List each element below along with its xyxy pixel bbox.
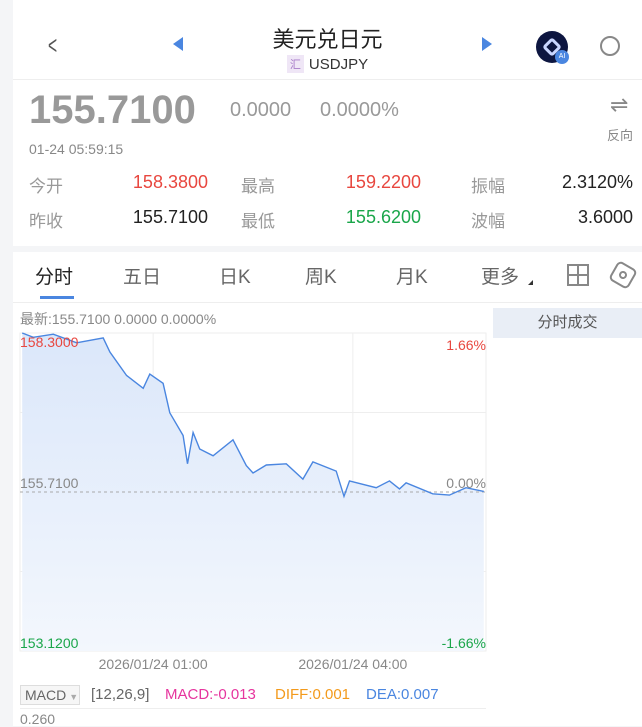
next-symbol-icon[interactable] xyxy=(482,37,492,51)
active-tab-indicator xyxy=(40,296,74,299)
y-label-bottom: 153.1200 xyxy=(20,635,79,651)
dropdown-caret-icon: ▼ xyxy=(69,692,78,702)
y-label-top: 158.3000 xyxy=(20,334,79,350)
tab-1[interactable]: 五日 xyxy=(123,262,161,289)
reverse-icon[interactable]: ⇌ xyxy=(610,92,628,118)
stat-value: 2.3120% xyxy=(523,172,633,193)
reverse-label[interactable]: 反向 xyxy=(607,125,633,144)
stat-value: 3.6000 xyxy=(523,207,633,228)
stat-label: 最低 xyxy=(241,207,275,232)
indicator-select-value: MACD xyxy=(25,687,66,703)
x-tick-label: 2026/01/24 01:00 xyxy=(99,656,208,672)
more-caret-icon xyxy=(528,280,533,285)
indicator-select[interactable]: MACD▼ xyxy=(20,685,80,705)
price-area-fill xyxy=(22,333,484,651)
ai-assistant-icon[interactable]: AI xyxy=(536,31,568,63)
y-label-mid: 155.7100 xyxy=(20,475,79,491)
macd-axis-top: 0.260 xyxy=(20,711,55,727)
ai-badge: AI xyxy=(555,50,569,64)
intraday-chart[interactable]: 158.3000 1.66% 155.7100 0.00% 153.1200 -1.66%… xyxy=(13,330,493,680)
stat-value: 159.2200 xyxy=(321,172,421,193)
x-tick-label: 2026/01/24 04:00 xyxy=(298,656,407,672)
stat-label: 波幅 xyxy=(471,207,505,232)
macd-chart: 0.260 xyxy=(20,708,486,726)
layout-grid-icon[interactable] xyxy=(567,264,589,286)
settings-icon[interactable] xyxy=(608,260,638,290)
tab-5[interactable]: 更多 xyxy=(481,262,519,289)
y-label-mid-pct: 0.00% xyxy=(446,475,486,491)
divider xyxy=(13,246,642,252)
dea-value: DEA:0.007 xyxy=(366,686,439,703)
tick-trades-panel-title[interactable]: 分时成交 xyxy=(493,308,642,338)
tab-0[interactable]: 分时 xyxy=(35,262,73,289)
tab-2[interactable]: 日K xyxy=(219,262,251,289)
stat-value: 155.6200 xyxy=(321,207,421,228)
stat-label: 最高 xyxy=(241,172,275,197)
forex-badge: 汇 xyxy=(287,55,304,73)
stat-value: 155.7100 xyxy=(108,207,208,228)
tab-4[interactable]: 月K xyxy=(396,262,428,289)
symbol-code: USDJPY xyxy=(309,56,368,73)
quote-timestamp: 01-24 05:59:15 xyxy=(29,141,123,157)
y-label-top-pct: 1.66% xyxy=(446,337,486,353)
price-change-pct: 0.0000% xyxy=(320,99,399,122)
stat-label: 昨收 xyxy=(29,207,63,232)
diff-value: DIFF:0.001 xyxy=(275,686,350,703)
price-change: 0.0000 xyxy=(230,99,291,122)
macd-value: MACD:-0.013 xyxy=(165,686,256,703)
tab-3[interactable]: 周K xyxy=(305,262,337,289)
search-icon[interactable] xyxy=(600,36,620,56)
stat-label: 振幅 xyxy=(471,172,505,197)
macd-params: [12,26,9] xyxy=(91,686,149,703)
y-label-bottom-pct: -1.66% xyxy=(442,635,486,651)
last-price: 155.7100 xyxy=(29,88,196,133)
divider xyxy=(13,302,642,303)
chart-latest-info: 最新:155.7100 0.0000 0.0000% xyxy=(20,309,216,329)
stat-value: 158.3800 xyxy=(108,172,208,193)
stat-label: 今开 xyxy=(29,172,63,197)
